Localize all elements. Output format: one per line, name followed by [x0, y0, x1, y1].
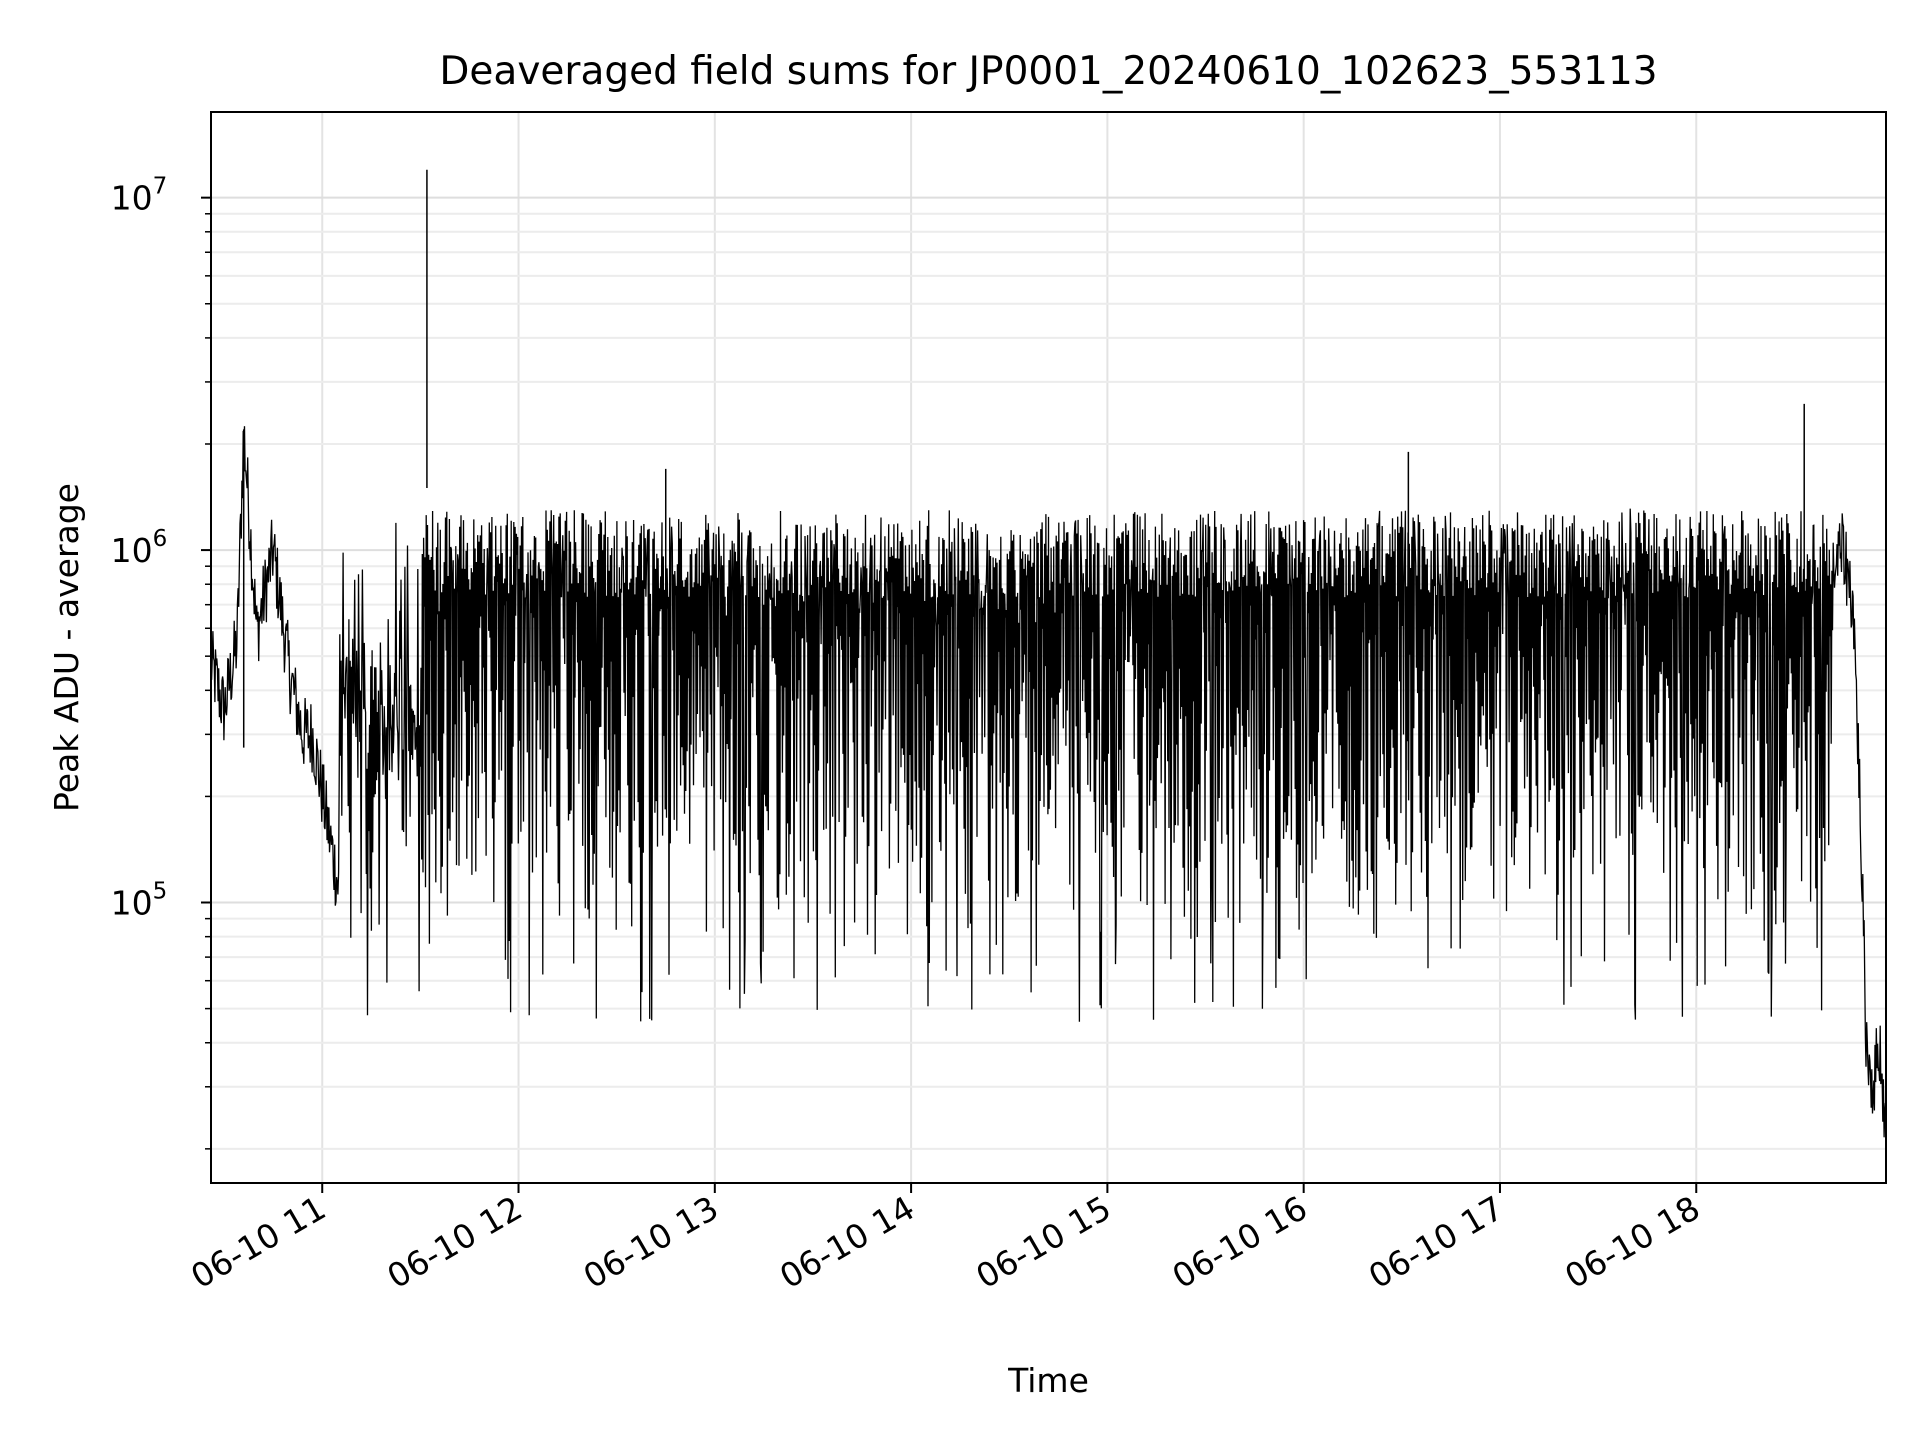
y-tick-label: 105	[111, 879, 168, 923]
y-tick-base: 10	[111, 531, 153, 570]
y-tick-exponent: 6	[153, 526, 168, 552]
chart-title: Deaveraged field sums for JP0001_2024061…	[439, 49, 1657, 94]
y-tick-exponent: 7	[153, 174, 168, 200]
series-line	[210, 426, 1887, 1170]
plot-area-frame	[210, 111, 1887, 1184]
y-tick-base: 10	[111, 179, 153, 218]
x-axis-label: Time	[1007, 1361, 1089, 1400]
y-tick-exponent: 5	[153, 879, 168, 905]
y-tick-base: 10	[111, 884, 153, 923]
y-tick-label: 106	[111, 526, 168, 570]
y-tick-label: 107	[111, 174, 168, 218]
series-layer	[210, 169, 1887, 1170]
y-axis-label: Peak ADU - average	[47, 483, 86, 812]
